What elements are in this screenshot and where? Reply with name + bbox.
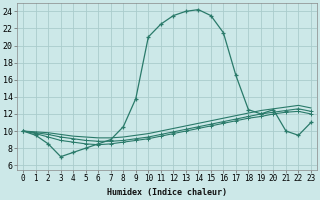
X-axis label: Humidex (Indice chaleur): Humidex (Indice chaleur) — [107, 188, 227, 197]
